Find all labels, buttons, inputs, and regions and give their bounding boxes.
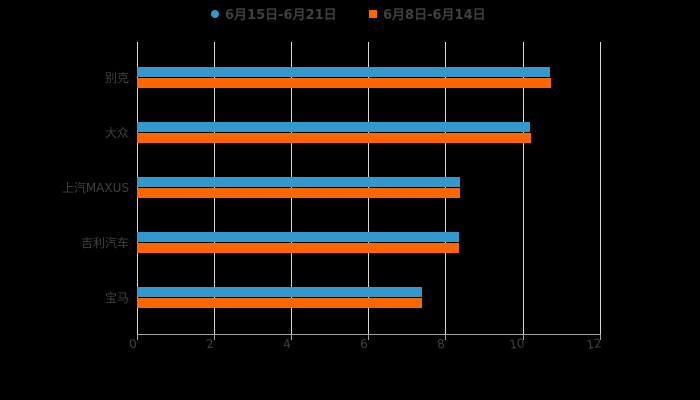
legend-marker-blue-icon — [211, 9, 219, 18]
legend-item-series2[interactable]: 6月8日-6月14日 — [369, 4, 486, 23]
bar-series2-saic-maxus[interactable] — [137, 188, 460, 198]
x-tick-label: 4 — [282, 336, 292, 352]
bar-series1-dazhong[interactable] — [137, 122, 530, 132]
x-tick-label: 10 — [508, 336, 526, 352]
bar-series1-bieke[interactable] — [137, 67, 550, 77]
gridline — [523, 42, 524, 335]
legend-marker-orange-icon — [369, 9, 377, 18]
y-category-label: 大众 — [104, 126, 129, 140]
x-tick-label: 2 — [205, 336, 215, 352]
legend-label: 6月15日-6月21日 — [225, 8, 337, 23]
bar-series1-saic-maxus[interactable] — [137, 177, 460, 187]
bar-series1-bmw[interactable] — [137, 287, 422, 297]
bar-series2-bieke[interactable] — [137, 78, 551, 88]
y-category-label: 别克 — [104, 71, 129, 85]
legend-label: 6月8日-6月14日 — [383, 8, 486, 23]
x-tick — [600, 335, 601, 340]
y-category-label: 上汽MAXUS — [61, 181, 129, 195]
chart-legend: 6月15日-6月21日 6月8日-6月14日 — [0, 4, 700, 24]
bar-series2-dazhong[interactable] — [137, 133, 531, 143]
bar-series1-geely[interactable] — [137, 232, 459, 242]
y-category-label: 吉利汽车 — [80, 236, 129, 250]
y-category-label: 宝马 — [104, 291, 129, 305]
x-tick-label: 8 — [436, 336, 446, 352]
x-tick-label: 0 — [128, 336, 138, 352]
x-axis-line — [137, 334, 601, 335]
x-tick — [291, 335, 292, 340]
x-tick-label: 12 — [585, 336, 603, 352]
x-tick — [214, 335, 215, 340]
x-tick — [368, 335, 369, 340]
bar-series2-bmw[interactable] — [137, 298, 422, 308]
x-tick — [523, 335, 524, 340]
x-tick — [137, 335, 138, 340]
legend-item-series1[interactable]: 6月15日-6月21日 — [211, 4, 337, 23]
x-tick-label: 6 — [359, 336, 369, 352]
gridline — [600, 42, 601, 335]
bar-series2-geely[interactable] — [137, 243, 459, 253]
x-tick — [445, 335, 446, 340]
